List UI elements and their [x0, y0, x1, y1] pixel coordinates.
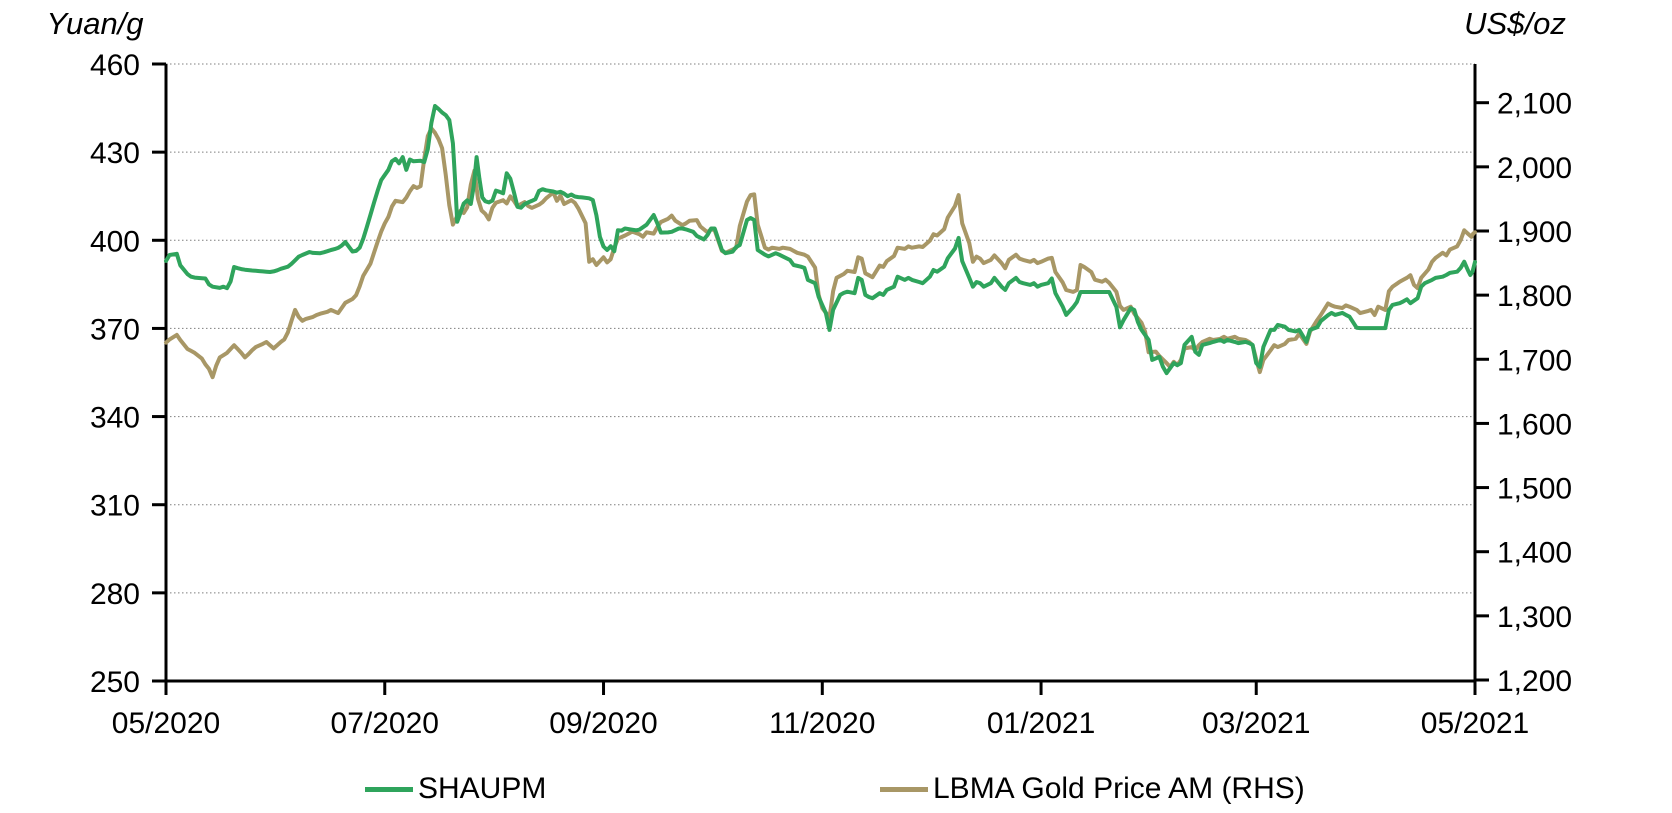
right-axis-tick-label: 1,700: [1497, 344, 1572, 377]
right-axis-tick-label: 1,400: [1497, 537, 1572, 570]
right-axis-title: US$/oz: [1464, 6, 1566, 41]
x-axis-tick-label: 03/2021: [1202, 707, 1310, 740]
left-axis-tick-label: 250: [90, 666, 140, 699]
right-axis-tick-label: 1,500: [1497, 473, 1572, 506]
x-axis-tick-label: 01/2021: [987, 707, 1095, 740]
x-axis-tick-label: 05/2021: [1421, 707, 1529, 740]
lbma-line-swatch: [880, 786, 928, 792]
x-axis-tick-label: 09/2020: [549, 707, 657, 740]
right-axis-tick-label: 1,800: [1497, 280, 1572, 313]
legend-label-shaupm: SHAUPM: [418, 772, 547, 805]
legend-item-shaupm: SHAUPM: [365, 771, 546, 807]
left-axis-tick-label: 340: [90, 402, 140, 435]
right-axis-tick-label: 1,200: [1497, 665, 1572, 698]
left-axis-tick-label: 430: [90, 137, 140, 170]
right-axis-tick-label: 2,000: [1497, 152, 1572, 185]
legend-label-lbma: LBMA Gold Price AM (RHS): [933, 772, 1305, 805]
left-axis-tick-label: 460: [90, 49, 140, 82]
left-axis-tick-label: 310: [90, 490, 140, 523]
left-axis-tick-label: 400: [90, 225, 140, 258]
series-line-shaupm: [164, 104, 1477, 376]
right-axis-tick-label: 1,600: [1497, 408, 1572, 441]
left-axis-title: Yuan/g: [46, 6, 144, 41]
left-axis-tick-label: 280: [90, 578, 140, 611]
legend-item-lbma: LBMA Gold Price AM (RHS): [880, 771, 1305, 807]
right-axis-tick-label: 2,100: [1497, 88, 1572, 121]
x-axis-tick-label: 07/2020: [331, 707, 439, 740]
x-axis-tick-label: 11/2020: [769, 707, 875, 740]
x-axis-tick-label: 05/2020: [112, 707, 220, 740]
right-axis-tick-label: 1,300: [1497, 601, 1572, 634]
left-axis-tick-label: 370: [90, 313, 140, 346]
chart-legend: SHAUPM LBMA Gold Price AM (RHS): [0, 771, 1672, 807]
series-line-lbma-gold-price-am-rhs: [164, 126, 1477, 380]
right-axis-tick-label: 1,900: [1497, 216, 1572, 249]
shaupm-line-swatch: [365, 786, 413, 792]
